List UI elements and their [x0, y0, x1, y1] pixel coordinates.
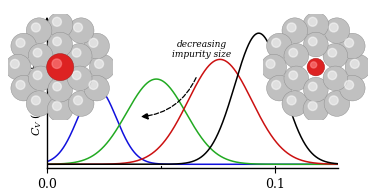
Circle shape	[47, 12, 73, 38]
Circle shape	[303, 32, 328, 57]
Circle shape	[267, 33, 292, 59]
Circle shape	[350, 59, 359, 68]
Circle shape	[272, 81, 280, 89]
Circle shape	[308, 17, 317, 26]
Circle shape	[287, 96, 296, 105]
Circle shape	[48, 77, 73, 102]
Circle shape	[84, 75, 109, 101]
Circle shape	[33, 71, 42, 80]
Circle shape	[72, 48, 81, 57]
Circle shape	[53, 82, 61, 91]
Circle shape	[272, 38, 280, 47]
Circle shape	[28, 43, 53, 68]
Circle shape	[324, 91, 350, 116]
Circle shape	[289, 71, 297, 80]
Circle shape	[47, 53, 74, 81]
Circle shape	[307, 58, 324, 76]
Circle shape	[308, 101, 317, 111]
Circle shape	[5, 54, 31, 80]
Circle shape	[52, 59, 62, 68]
Circle shape	[345, 54, 371, 80]
Circle shape	[340, 33, 365, 59]
Circle shape	[11, 33, 36, 59]
Circle shape	[11, 59, 19, 68]
Circle shape	[47, 96, 73, 122]
Circle shape	[308, 37, 317, 46]
Circle shape	[267, 75, 292, 101]
Circle shape	[48, 32, 73, 57]
Circle shape	[89, 81, 98, 89]
Circle shape	[74, 23, 82, 32]
Circle shape	[303, 12, 329, 38]
Circle shape	[26, 18, 52, 43]
Circle shape	[84, 33, 109, 59]
Circle shape	[287, 23, 296, 32]
Circle shape	[308, 82, 317, 91]
Text: decreasing
impurity size: decreasing impurity size	[172, 40, 232, 59]
Circle shape	[329, 96, 338, 105]
Circle shape	[329, 23, 338, 32]
Circle shape	[68, 18, 94, 43]
Circle shape	[303, 77, 328, 102]
Circle shape	[16, 81, 25, 89]
Circle shape	[89, 38, 98, 47]
Circle shape	[67, 66, 92, 91]
Circle shape	[16, 38, 25, 47]
Circle shape	[53, 17, 61, 26]
Circle shape	[266, 59, 275, 68]
Circle shape	[284, 66, 309, 91]
Circle shape	[289, 48, 297, 57]
Circle shape	[53, 101, 61, 111]
Circle shape	[68, 91, 94, 116]
Circle shape	[303, 96, 329, 122]
Circle shape	[328, 48, 337, 57]
Circle shape	[67, 43, 92, 68]
Circle shape	[28, 66, 53, 91]
Circle shape	[311, 62, 317, 68]
Circle shape	[340, 75, 365, 101]
Circle shape	[11, 75, 36, 101]
Circle shape	[74, 96, 82, 105]
Y-axis label: $C_V$ (arb. units): $C_V$ (arb. units)	[30, 54, 44, 136]
Circle shape	[53, 37, 61, 46]
Circle shape	[89, 54, 115, 80]
Circle shape	[345, 81, 353, 89]
Circle shape	[282, 91, 308, 116]
Circle shape	[26, 91, 52, 116]
Circle shape	[72, 71, 81, 80]
Circle shape	[95, 59, 103, 68]
Circle shape	[32, 96, 40, 105]
Circle shape	[323, 43, 348, 68]
Circle shape	[32, 23, 40, 32]
Circle shape	[261, 54, 287, 80]
Circle shape	[284, 43, 309, 68]
Circle shape	[324, 18, 350, 43]
Circle shape	[282, 18, 308, 43]
Circle shape	[328, 71, 337, 80]
Circle shape	[33, 48, 42, 57]
Circle shape	[323, 66, 348, 91]
Circle shape	[345, 38, 353, 47]
